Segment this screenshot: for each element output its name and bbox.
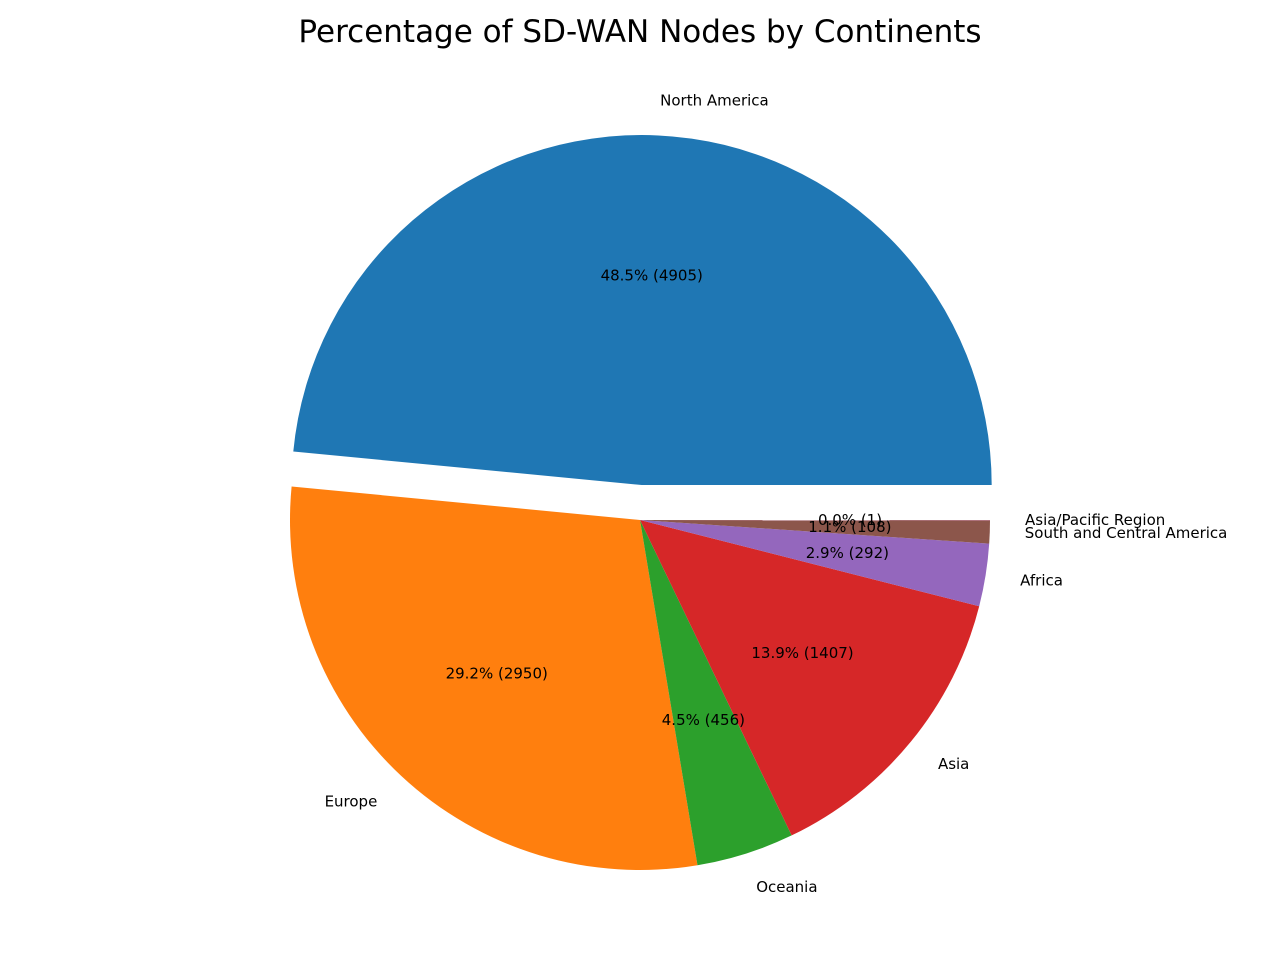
pie-slice-oceania (640, 520, 792, 866)
pie-slice-asia (640, 520, 980, 836)
pct-label-south-and-central-america: 1.1% (108) (808, 518, 891, 536)
pct-label-asia: 13.9% (1407) (751, 644, 853, 662)
pct-label-africa: 2.9% (292) (806, 544, 889, 562)
pct-label-oceania: 4.5% (456) (662, 711, 745, 729)
pct-label-europe: 29.2% (2950) (446, 665, 548, 683)
pie-slices (290, 135, 992, 870)
slice-label-asia-pacific-region: Asia/Pacific Region (1025, 511, 1165, 529)
slice-label-asia: Asia (938, 755, 969, 773)
pie-slice-south-and-central-america (640, 520, 990, 544)
slice-label-europe: Europe (325, 792, 378, 810)
pie-slice-europe (290, 486, 698, 870)
pie-slice-africa (640, 520, 990, 607)
pct-label-asia-pacific-region: 0.0% (1) (818, 511, 882, 529)
pie-labels: 48.5% (4905) North America 29.2% (2950) Eur… (325, 91, 1228, 896)
slice-label-south-and-central-america: South and Central America (1025, 524, 1228, 542)
pie-slice-north-america (293, 135, 992, 486)
slice-label-africa: Africa (1020, 572, 1063, 590)
pct-label-north-america: 48.5% (4905) (601, 266, 703, 284)
slice-label-oceania: Oceania (756, 878, 817, 896)
slice-label-north-america: North America (660, 91, 769, 109)
chart-title: Percentage of SD-WAN Nodes by Continents (298, 14, 982, 50)
